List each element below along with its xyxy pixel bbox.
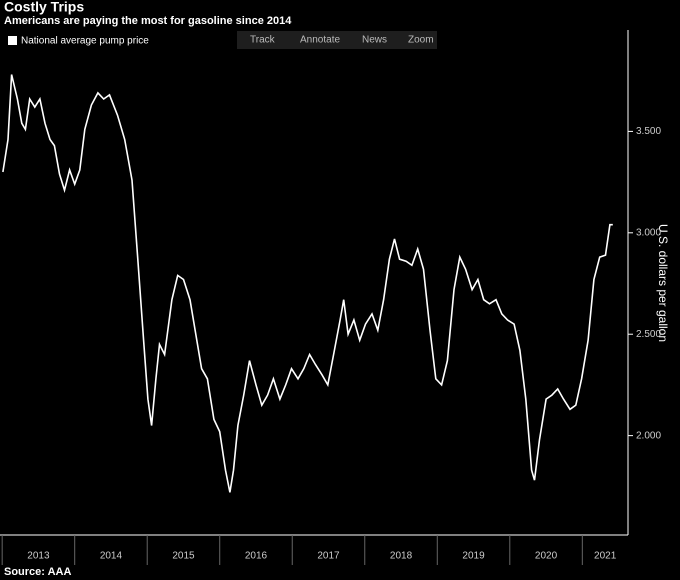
x-tick-label: 2016 <box>245 551 268 562</box>
x-tick-label: 2017 <box>317 551 340 562</box>
x-tick-label: 2021 <box>594 551 617 562</box>
chart-subtitle: Americans are paying the most for gasoli… <box>4 15 292 27</box>
x-tick-label: 2018 <box>390 551 413 562</box>
toolbar-button[interactable]: News <box>362 35 387 46</box>
x-tick-label: 2019 <box>462 551 485 562</box>
toolbar <box>237 31 437 49</box>
y-tick-label: 3.000 <box>636 227 661 238</box>
series-line <box>2 74 613 493</box>
y-axis-label: U.S. dollars per gallon <box>656 224 670 342</box>
toolbar-button[interactable]: Zoom <box>408 35 434 46</box>
chart-title: Costly Trips <box>4 0 84 15</box>
x-tick-label: 2013 <box>27 551 50 562</box>
toolbar-button[interactable]: Annotate <box>300 35 340 46</box>
toolbar-button[interactable]: Track <box>250 35 276 46</box>
legend-swatch <box>8 36 17 45</box>
x-tick-label: 2020 <box>535 551 558 562</box>
x-tick-label: 2015 <box>172 551 195 562</box>
y-tick-label: 2.500 <box>636 329 661 340</box>
x-tick-label: 2014 <box>100 551 123 562</box>
source: Source: AAA <box>4 566 71 578</box>
y-tick-label: 2.000 <box>636 430 661 441</box>
legend-label: National average pump price <box>21 36 149 47</box>
y-tick-label: 3.500 <box>636 126 661 137</box>
